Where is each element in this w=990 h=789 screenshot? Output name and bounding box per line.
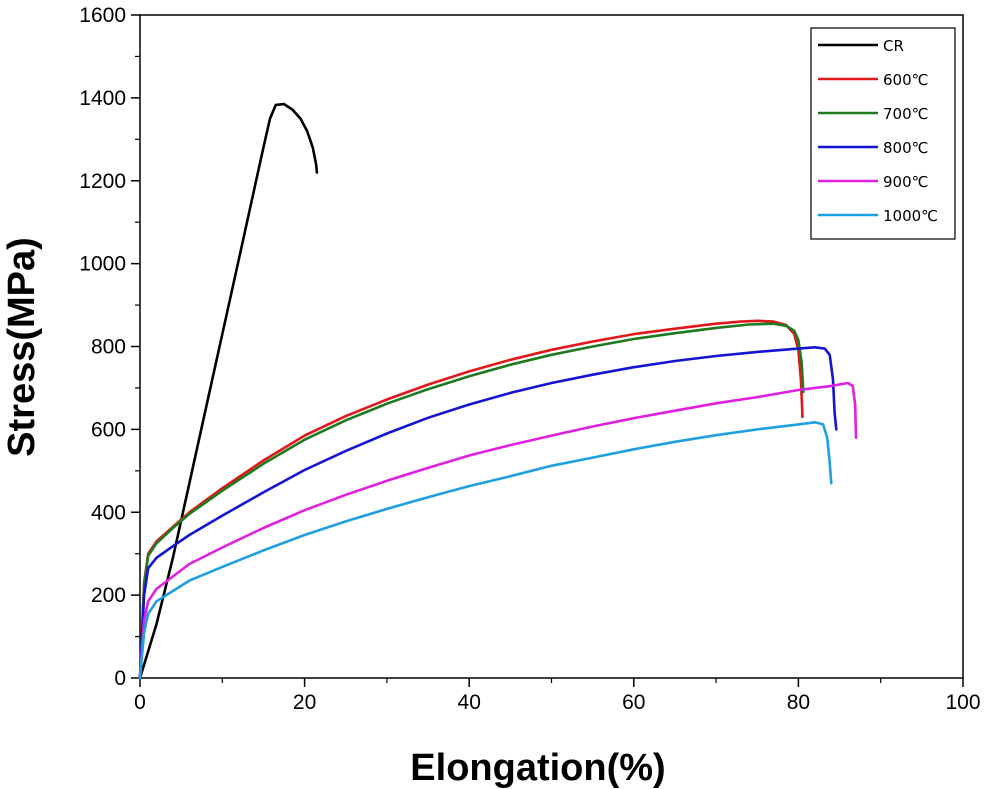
series-line-3 bbox=[138, 322, 805, 680]
y-tick-label: 1400 bbox=[79, 87, 126, 110]
series-line-4 bbox=[138, 346, 838, 680]
series-lines bbox=[138, 102, 858, 680]
x-tick-label: 80 bbox=[787, 691, 810, 714]
y-tick-label: 1600 bbox=[79, 4, 126, 27]
legend-label: 600℃ bbox=[883, 71, 928, 89]
legend-label: 700℃ bbox=[883, 105, 928, 123]
x-tick-label: 40 bbox=[458, 691, 481, 714]
series-line-6 bbox=[138, 421, 833, 680]
x-tick-labels: 0 20 40 60 80 100 bbox=[134, 691, 980, 714]
y-axis-title: Stress(MPa) bbox=[1, 237, 43, 457]
legend-label: CR bbox=[883, 37, 904, 55]
y-ticks bbox=[131, 14, 140, 679]
y-tick-label: 1000 bbox=[79, 253, 126, 276]
x-tick-label: 100 bbox=[945, 691, 980, 714]
y-tick-labels: 0 200 400 600 800 1000 1200 1400 1600 bbox=[79, 4, 126, 690]
x-tick-label: 60 bbox=[622, 691, 645, 714]
legend-frame bbox=[810, 27, 956, 240]
y-tick-label: 1200 bbox=[79, 170, 126, 193]
x-axis-title: Elongation(%) bbox=[410, 747, 665, 789]
series-line-1 bbox=[138, 102, 319, 680]
x-tick-label: 20 bbox=[293, 691, 316, 714]
legend: CR 600℃ 700℃ 800℃ 900℃ 1000℃ bbox=[810, 27, 956, 240]
x-tick-label: 0 bbox=[134, 691, 146, 714]
x-ticks bbox=[139, 678, 964, 687]
legend-label: 1000℃ bbox=[883, 207, 938, 225]
series-line-5 bbox=[138, 381, 858, 680]
legend-label: 800℃ bbox=[883, 139, 928, 157]
y-tick-label: 800 bbox=[91, 336, 126, 359]
y-tick-label: 600 bbox=[91, 418, 126, 441]
y-tick-label: 400 bbox=[91, 501, 126, 524]
y-tick-label: 200 bbox=[91, 584, 126, 607]
y-tick-label: 0 bbox=[114, 667, 126, 690]
legend-label: 900℃ bbox=[883, 173, 928, 191]
